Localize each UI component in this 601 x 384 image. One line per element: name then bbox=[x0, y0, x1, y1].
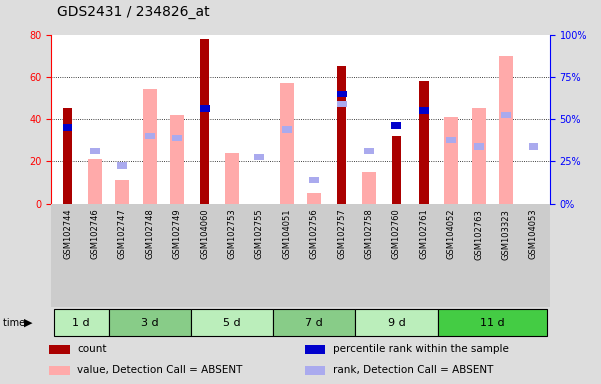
Bar bbox=[355, 309, 438, 336]
Bar bbox=[419, 108, 429, 114]
Text: rank, Detection Call = ABSENT: rank, Detection Call = ABSENT bbox=[333, 365, 493, 375]
Text: value, Detection Call = ABSENT: value, Detection Call = ABSENT bbox=[78, 365, 243, 375]
Bar bbox=[528, 143, 538, 150]
Bar bbox=[49, 366, 70, 375]
Bar bbox=[200, 105, 210, 112]
Bar bbox=[90, 147, 100, 154]
Bar bbox=[117, 162, 127, 169]
Text: 7 d: 7 d bbox=[305, 318, 323, 328]
Bar bbox=[143, 89, 157, 204]
Bar bbox=[63, 109, 72, 204]
Bar bbox=[254, 154, 264, 160]
Bar bbox=[305, 366, 325, 375]
Bar bbox=[225, 153, 239, 204]
Text: GSM102748: GSM102748 bbox=[145, 209, 154, 260]
Text: percentile rank within the sample: percentile rank within the sample bbox=[333, 344, 508, 354]
Text: GSM102758: GSM102758 bbox=[365, 209, 373, 260]
Bar bbox=[364, 147, 374, 154]
Bar bbox=[305, 345, 325, 354]
Text: 11 d: 11 d bbox=[480, 318, 505, 328]
Text: GSM102749: GSM102749 bbox=[172, 209, 182, 259]
Text: GSM102744: GSM102744 bbox=[63, 209, 72, 259]
Text: GSM102763: GSM102763 bbox=[474, 209, 483, 260]
Text: GSM104053: GSM104053 bbox=[529, 209, 538, 259]
Bar bbox=[419, 81, 429, 204]
Text: GSM102747: GSM102747 bbox=[118, 209, 127, 260]
Bar bbox=[472, 109, 486, 204]
Bar bbox=[115, 180, 129, 204]
Bar bbox=[362, 172, 376, 204]
Bar bbox=[88, 159, 102, 204]
Text: 3 d: 3 d bbox=[141, 318, 159, 328]
Bar bbox=[391, 122, 401, 129]
Text: 1 d: 1 d bbox=[73, 318, 90, 328]
Text: ▶: ▶ bbox=[24, 318, 32, 328]
Bar bbox=[109, 309, 191, 336]
Text: GSM104060: GSM104060 bbox=[200, 209, 209, 259]
Bar bbox=[444, 117, 458, 204]
Bar bbox=[337, 91, 347, 97]
Text: GSM102746: GSM102746 bbox=[90, 209, 99, 260]
Bar bbox=[438, 309, 547, 336]
Bar bbox=[282, 126, 291, 133]
Text: time: time bbox=[3, 318, 28, 328]
Bar bbox=[337, 101, 347, 108]
Bar bbox=[310, 177, 319, 184]
Text: count: count bbox=[78, 344, 107, 354]
Text: 9 d: 9 d bbox=[388, 318, 405, 328]
Bar bbox=[499, 56, 513, 204]
Text: GSM102755: GSM102755 bbox=[255, 209, 264, 259]
Text: GSM102760: GSM102760 bbox=[392, 209, 401, 260]
Text: GSM104052: GSM104052 bbox=[447, 209, 456, 259]
Bar bbox=[273, 309, 355, 336]
Text: GDS2431 / 234826_at: GDS2431 / 234826_at bbox=[57, 5, 210, 19]
Bar bbox=[172, 135, 182, 141]
Bar bbox=[200, 39, 209, 204]
Text: GSM102756: GSM102756 bbox=[310, 209, 319, 260]
Bar bbox=[49, 345, 70, 354]
Bar bbox=[63, 124, 73, 131]
Bar bbox=[337, 66, 346, 204]
Bar bbox=[501, 112, 511, 118]
Text: GSM103323: GSM103323 bbox=[502, 209, 511, 260]
Bar bbox=[392, 136, 401, 204]
Bar bbox=[191, 309, 273, 336]
Text: GSM102753: GSM102753 bbox=[228, 209, 236, 260]
Text: GSM102761: GSM102761 bbox=[419, 209, 429, 260]
Bar bbox=[145, 133, 154, 139]
Bar bbox=[474, 143, 484, 150]
Bar bbox=[280, 83, 294, 204]
Text: 5 d: 5 d bbox=[223, 318, 241, 328]
Text: GSM102757: GSM102757 bbox=[337, 209, 346, 260]
Bar bbox=[447, 137, 456, 143]
Bar bbox=[54, 309, 109, 336]
Text: GSM104051: GSM104051 bbox=[282, 209, 291, 259]
Bar bbox=[170, 115, 184, 204]
Bar bbox=[307, 193, 321, 204]
